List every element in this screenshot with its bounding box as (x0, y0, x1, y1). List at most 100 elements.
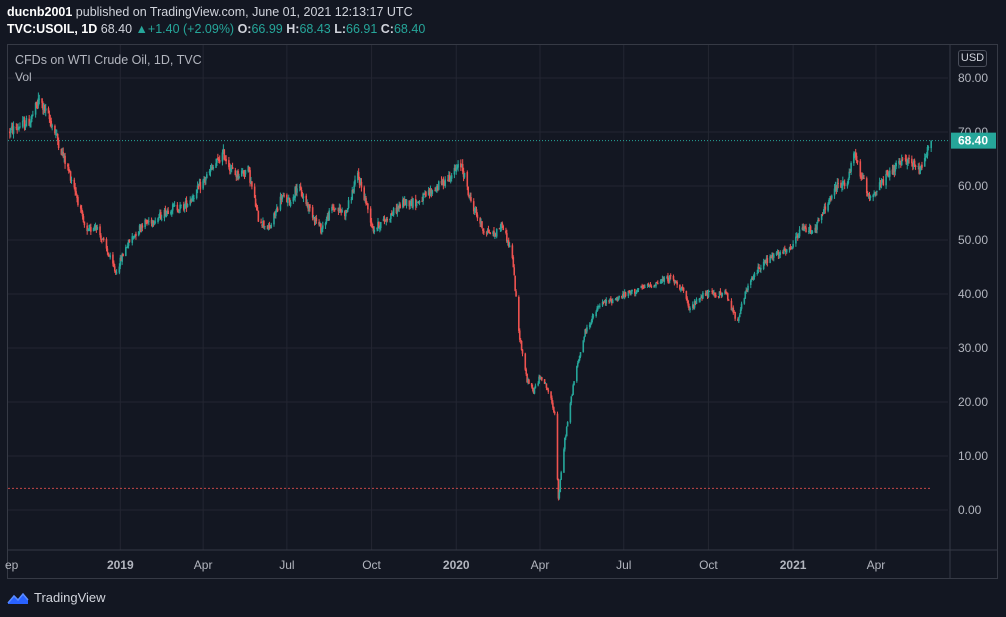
candle-body (571, 394, 574, 397)
candle-body (785, 249, 788, 253)
candle-body (457, 163, 459, 168)
candle-body (577, 359, 580, 363)
candle-body (660, 280, 663, 283)
candle-body (404, 199, 407, 205)
candle-body (357, 171, 360, 179)
candle-body (732, 307, 735, 313)
candle-body (608, 300, 610, 302)
candle-body (757, 266, 759, 274)
candle-body (740, 303, 743, 309)
candle-body (640, 285, 643, 288)
candle-body (308, 205, 310, 210)
candle-body (753, 273, 756, 278)
candle-body (824, 206, 827, 210)
candle-body (70, 179, 73, 181)
candle-body (276, 208, 279, 211)
price-tick-label: 80.00 (958, 71, 988, 85)
candle-body (242, 171, 245, 174)
candle-body (532, 389, 535, 394)
candle-body (447, 179, 449, 181)
candle-body (795, 236, 797, 244)
candle-body (157, 218, 159, 223)
candle-body (565, 427, 568, 437)
candle-body (402, 199, 404, 208)
candle-body (443, 184, 446, 186)
tradingview-logo[interactable]: TradingView (7, 590, 106, 605)
candle-body (482, 229, 484, 231)
candle-body (448, 175, 451, 181)
candle-body (76, 195, 78, 199)
candle-body (151, 220, 154, 224)
candle-body (507, 240, 510, 247)
candle-body (687, 300, 689, 306)
candle-body (261, 224, 263, 226)
candle-body (849, 171, 851, 173)
candle-body (842, 181, 845, 183)
candle-body (255, 206, 258, 208)
candle-body (798, 229, 801, 237)
candle-body (829, 197, 831, 200)
candle-body (908, 158, 910, 159)
candle-body (680, 286, 683, 290)
pane-title: CFDs on WTI Crude Oil, 1D, TVC (15, 53, 202, 67)
candle-body (448, 175, 450, 181)
candle-body (345, 210, 348, 211)
candle-body (138, 225, 141, 231)
candle-body (133, 237, 135, 238)
candle-body (384, 220, 387, 222)
candle-body (89, 227, 91, 229)
candle-body (412, 198, 414, 208)
candle-body (215, 163, 217, 168)
candle-body (809, 226, 812, 233)
candle-body (675, 280, 678, 282)
candle-body (88, 228, 90, 230)
candle-body (721, 293, 724, 296)
candle-body (569, 403, 572, 423)
candle-body (351, 190, 354, 200)
candle-body (792, 244, 794, 248)
candle-body (257, 210, 260, 222)
currency-button[interactable]: USD (958, 50, 987, 67)
candle-body (627, 290, 630, 297)
candle-body (87, 229, 89, 231)
candle-body (11, 125, 14, 134)
candle-body (101, 239, 103, 241)
candle-body (139, 225, 142, 230)
candle-body (302, 196, 305, 198)
candle-body (63, 155, 65, 158)
candle-body (392, 208, 395, 215)
candle-body (191, 197, 193, 201)
candle-body (911, 158, 913, 164)
candle-body (601, 301, 604, 306)
candle-body (294, 187, 296, 198)
candle-body (134, 234, 136, 238)
candle-body (840, 182, 842, 188)
time-tick-label: Oct (699, 558, 718, 572)
candle-body (693, 300, 696, 308)
candle-body (440, 180, 443, 184)
candle-body (288, 198, 291, 206)
high-value: 68.43 (299, 22, 331, 36)
chart-frame (7, 44, 998, 579)
candle-body (364, 197, 366, 201)
candle-body (38, 98, 41, 100)
candle-body (35, 101, 38, 105)
candle-body (300, 190, 303, 197)
candle-body (880, 182, 883, 185)
candle-body (434, 190, 436, 192)
candle-body (643, 286, 645, 288)
candle-body (159, 212, 162, 219)
candle-body (250, 181, 252, 184)
candle-body (377, 221, 379, 229)
candle-body (480, 221, 482, 224)
candle-body (686, 298, 689, 302)
candle-body (868, 194, 871, 198)
author-name[interactable]: ducnb2001 (7, 5, 73, 19)
candle-body (744, 291, 747, 299)
candle-body (553, 407, 555, 412)
candle-body (321, 227, 323, 233)
candle-body (92, 228, 95, 232)
low-label: L: (334, 22, 347, 36)
candle-body (541, 377, 543, 380)
